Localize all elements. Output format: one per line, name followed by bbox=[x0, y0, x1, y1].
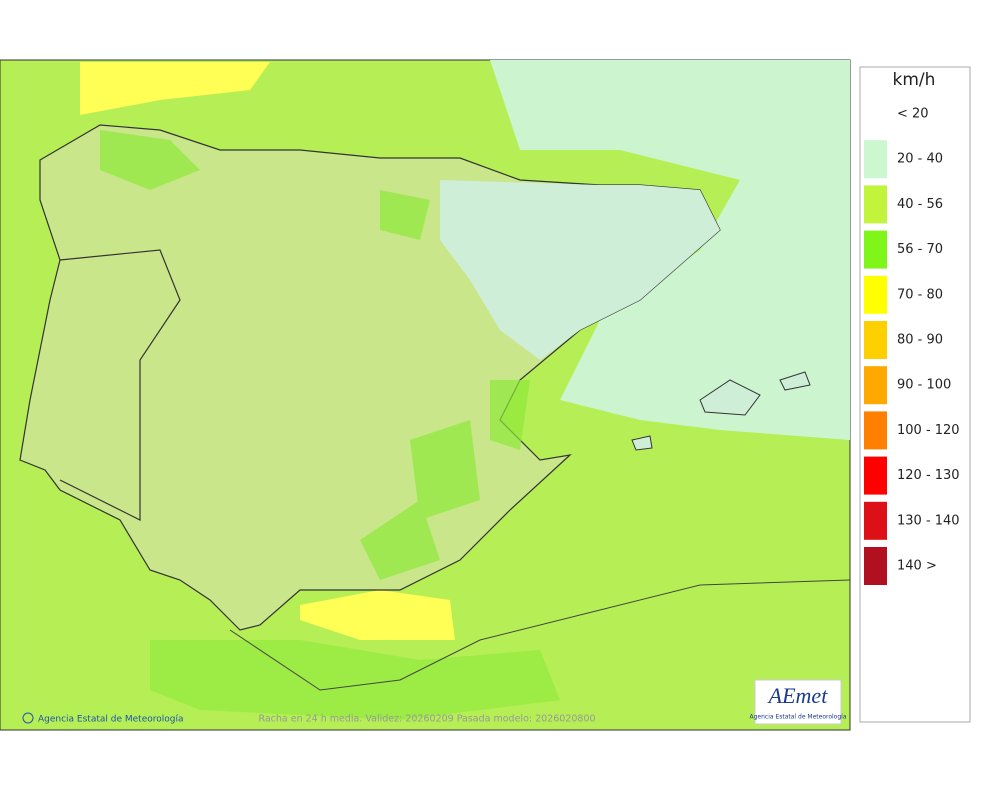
caption: Racha en 24 h media. Validez: 20260209 P… bbox=[258, 714, 595, 725]
legend-label: < 20 bbox=[897, 107, 929, 122]
legend-swatch bbox=[864, 185, 887, 224]
legend-label: 140 > bbox=[897, 559, 937, 574]
island bbox=[699, 379, 761, 416]
legend-unit: km/h bbox=[893, 70, 936, 90]
legend-label: 56 - 70 bbox=[897, 242, 943, 257]
legend-swatch bbox=[864, 230, 887, 269]
legend-label: 70 - 80 bbox=[897, 287, 943, 302]
legend-swatch bbox=[864, 501, 887, 540]
gust-area bbox=[300, 590, 455, 640]
coastline bbox=[229, 579, 851, 691]
legend-swatch bbox=[864, 411, 887, 450]
gust-area bbox=[100, 130, 530, 580]
copyright-icon bbox=[22, 712, 34, 724]
legend-swatch bbox=[864, 275, 887, 314]
map: Agencia Estatal de Meteorología Racha en… bbox=[0, 59, 851, 731]
logo-box bbox=[754, 679, 842, 725]
legend-label: 90 - 100 bbox=[897, 378, 951, 393]
legend-swatch bbox=[864, 547, 887, 585]
legend-swatch bbox=[864, 366, 887, 405]
logo-subtitle: Agencia Estatal de Meteorología bbox=[750, 714, 847, 721]
legend-label: 20 - 40 bbox=[897, 152, 943, 167]
legend-label: 120 - 130 bbox=[897, 468, 960, 483]
legend-label: 100 - 120 bbox=[897, 423, 960, 438]
calm-area bbox=[490, 60, 850, 440]
legend-label: 40 - 56 bbox=[897, 197, 943, 212]
legend-label: 130 - 140 bbox=[897, 513, 960, 528]
legend-label: 80 - 90 bbox=[897, 333, 943, 348]
credit: Agencia Estatal de Meteorología bbox=[38, 715, 184, 725]
legend: km/h < 20 20 - 40 40 - 56 56 - 70 70 - 80 80 … bbox=[859, 66, 971, 723]
legend-swatch bbox=[864, 321, 887, 359]
legend-swatch bbox=[864, 140, 887, 179]
border bbox=[59, 249, 181, 521]
legend-swatch bbox=[864, 456, 887, 495]
gust-area bbox=[80, 62, 270, 115]
logo: AEmet bbox=[767, 683, 829, 708]
gust-area bbox=[150, 640, 560, 720]
calm-area bbox=[440, 180, 720, 360]
island bbox=[779, 371, 811, 391]
island bbox=[631, 435, 653, 451]
